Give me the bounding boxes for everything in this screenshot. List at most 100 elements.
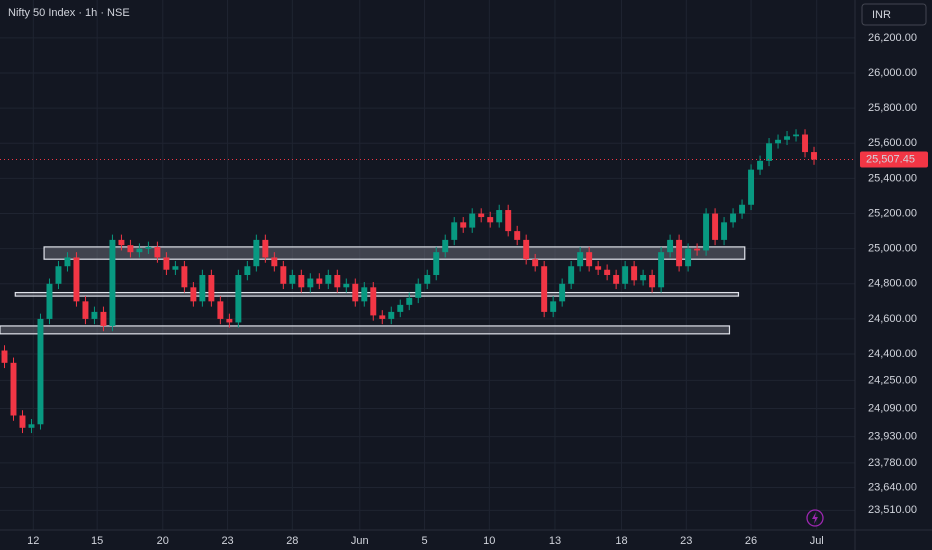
y-tick-label: 23,510.00 (868, 504, 917, 516)
candle-body (64, 257, 71, 267)
x-tick-label: 28 (286, 535, 298, 547)
y-tick-label: 25,400.00 (868, 172, 917, 184)
candle-body (649, 275, 656, 288)
candle-body (379, 315, 386, 319)
support-zone (14, 291, 740, 297)
candle-body (91, 311, 98, 319)
candle-body (46, 283, 53, 319)
candle-body (622, 266, 629, 284)
candle-body (100, 311, 107, 326)
candle-body (163, 257, 170, 270)
y-tick-label: 25,800.00 (868, 102, 917, 114)
candle-body (10, 362, 17, 416)
candle-body (244, 266, 251, 276)
candle-body (505, 210, 512, 232)
candle-body (109, 239, 116, 326)
x-tick-label: 10 (483, 535, 495, 547)
candle-body (361, 287, 368, 302)
candle-body (694, 248, 701, 251)
y-tick-label: 23,780.00 (868, 457, 917, 469)
candle-body (118, 239, 125, 246)
x-tick-label: 13 (549, 535, 561, 547)
candle-body (208, 275, 215, 302)
x-tick-label: 15 (91, 535, 103, 547)
candle-body (298, 275, 305, 288)
x-tick-label: 23 (680, 535, 692, 547)
candle-body (1, 350, 8, 363)
alert-icon[interactable] (806, 509, 824, 527)
support-zone (0, 325, 731, 335)
candle-body (757, 160, 764, 170)
x-tick-label: 5 (421, 535, 427, 547)
candle-body (631, 266, 638, 281)
currency-box[interactable] (861, 3, 927, 26)
candle-body (343, 283, 350, 288)
candle-body (532, 259, 539, 267)
last-price-tag (860, 151, 928, 168)
candle-body (604, 269, 611, 276)
candle-body (559, 283, 566, 302)
candle-body (388, 311, 395, 319)
plot (0, 129, 817, 434)
y-tick-label: 24,600.00 (868, 313, 917, 325)
candle-body (307, 278, 314, 288)
candle-body (685, 248, 692, 267)
candle-body (190, 287, 197, 302)
candle-body (352, 283, 359, 302)
candle-body (226, 318, 233, 323)
candle-body (721, 222, 728, 240)
candle-body (280, 266, 287, 284)
y-tick-label: 23,930.00 (868, 430, 917, 442)
last-price-label: 25,507.45 (866, 153, 915, 165)
candle-body (235, 275, 242, 323)
candle-body (154, 246, 161, 258)
candle-body (811, 152, 817, 160)
candle-body (37, 318, 44, 425)
candle-body (424, 275, 431, 284)
candle-body (73, 257, 80, 302)
candle-body (577, 252, 584, 267)
candle-body (460, 222, 467, 228)
candle-body (217, 301, 224, 319)
candle-body (730, 213, 737, 223)
y-tick-label: 25,600.00 (868, 137, 917, 149)
x-tick-label: 20 (157, 535, 169, 547)
candle-body (28, 424, 35, 428)
currency[interactable]: INR (872, 9, 891, 21)
candle-body (712, 213, 719, 240)
candle-body (325, 275, 332, 284)
candle-body (442, 239, 449, 253)
candle-body (703, 213, 710, 251)
candle-body (397, 304, 404, 312)
candle-body (55, 266, 62, 284)
candle-body (586, 252, 593, 267)
candle-body (82, 301, 89, 319)
candle-body (802, 134, 808, 153)
candle-body (406, 297, 413, 305)
candle-body (370, 287, 377, 316)
candle-body (262, 239, 269, 258)
candle-body (658, 252, 665, 288)
x-tick-label: 23 (221, 535, 233, 547)
candle-body (676, 239, 683, 267)
candle-body (172, 266, 179, 270)
x-tick-label: Jun (351, 535, 369, 547)
candle-body (271, 257, 278, 267)
y-tick-label: 26,000.00 (868, 67, 917, 79)
candle-body (487, 217, 494, 223)
candle-body (253, 239, 260, 267)
candle-body (541, 266, 548, 312)
candle-body (514, 231, 521, 240)
candle-body (289, 275, 296, 284)
chart-title: Nifty 50 Index · 1h · NSE (8, 7, 130, 19)
y-tick-label: 24,090.00 (868, 402, 917, 414)
candle-body (568, 266, 575, 284)
candle-body (127, 245, 134, 253)
y-tick-label: 25,000.00 (868, 243, 917, 255)
candle-body (595, 266, 602, 270)
candle-body (523, 239, 530, 260)
x-tick-label: Jul (810, 535, 824, 547)
candle-body (181, 266, 188, 288)
